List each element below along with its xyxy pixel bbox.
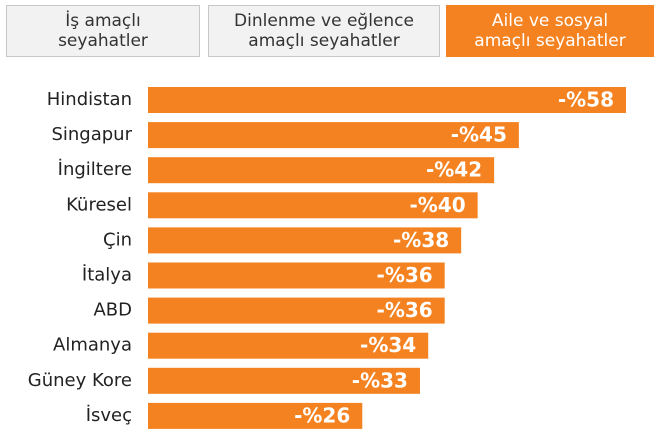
bar bbox=[148, 87, 626, 113]
category-label: Güney Kore bbox=[28, 370, 132, 391]
tab[interactable]: Dinlenme ve eğlence amaçlı seyahatler bbox=[208, 5, 440, 57]
bar bbox=[148, 122, 519, 149]
category-label: İsveç bbox=[86, 405, 132, 426]
value-label: -%26 bbox=[294, 403, 350, 427]
category-label: ABD bbox=[93, 300, 132, 321]
value-label: -%36 bbox=[377, 263, 433, 287]
value-label: -%34 bbox=[360, 333, 416, 357]
bar bbox=[148, 332, 429, 359]
tab-label: seyahatler bbox=[58, 31, 148, 51]
category-label: Almanya bbox=[53, 335, 132, 356]
bar bbox=[148, 227, 462, 254]
bar bbox=[148, 367, 420, 394]
category-label: Küresel bbox=[66, 194, 132, 215]
tab-label: İş amaçlı bbox=[65, 11, 141, 31]
value-label: -%42 bbox=[426, 158, 482, 182]
value-label: -%33 bbox=[352, 368, 408, 392]
category-label: Hindistan bbox=[47, 89, 132, 110]
tab[interactable]: İş amaçlı seyahatler bbox=[6, 5, 200, 57]
category-label: Singapur bbox=[51, 124, 132, 145]
bar bbox=[148, 297, 445, 324]
bar bbox=[148, 192, 478, 219]
tab-label: amaçlı seyahatler bbox=[248, 31, 400, 51]
tab-label: Dinlenme ve eğlence bbox=[234, 11, 414, 31]
bar bbox=[148, 402, 363, 429]
tab[interactable]: Aile ve sosyal amaçlı seyahatler bbox=[446, 5, 654, 57]
category-label: İngiltere bbox=[58, 159, 132, 180]
category-label: İtalya bbox=[82, 265, 132, 286]
tab-label: amaçlı seyahatler bbox=[474, 31, 626, 51]
category-label: Çin bbox=[103, 229, 132, 250]
value-label: -%45 bbox=[451, 123, 507, 147]
value-label: -%58 bbox=[558, 88, 614, 112]
tab-label: Aile ve sosyal bbox=[491, 11, 609, 31]
value-label: -%38 bbox=[393, 228, 449, 252]
value-label: -%40 bbox=[409, 193, 465, 217]
bar bbox=[148, 262, 445, 289]
value-label: -%36 bbox=[377, 298, 433, 322]
bar bbox=[148, 157, 495, 184]
